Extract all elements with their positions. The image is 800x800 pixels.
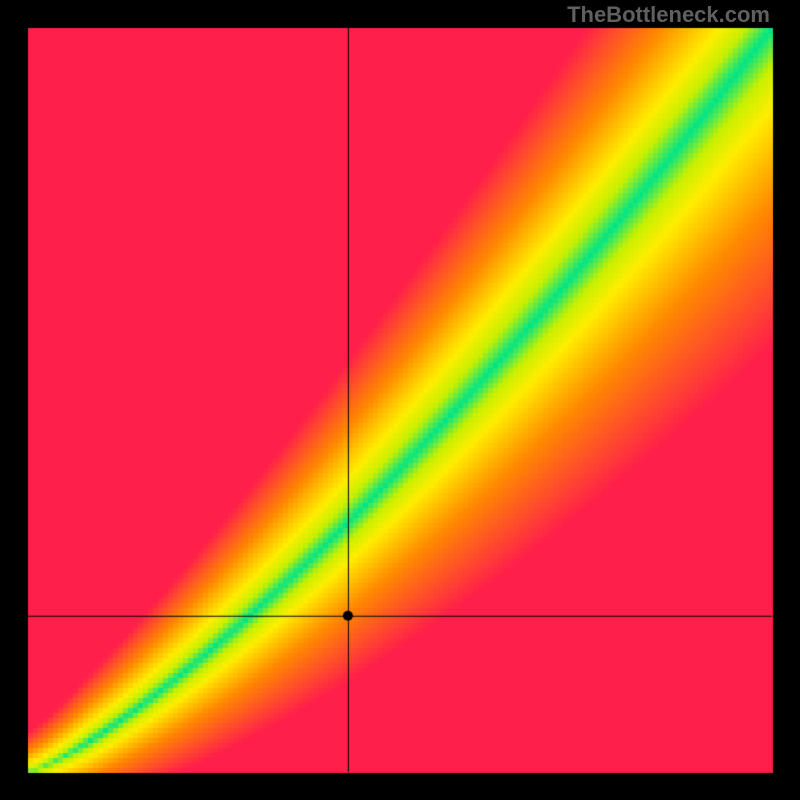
watermark-text: TheBottleneck.com (567, 2, 770, 28)
chart-container: TheBottleneck.com (0, 0, 800, 800)
bottleneck-heatmap-canvas (0, 0, 800, 800)
